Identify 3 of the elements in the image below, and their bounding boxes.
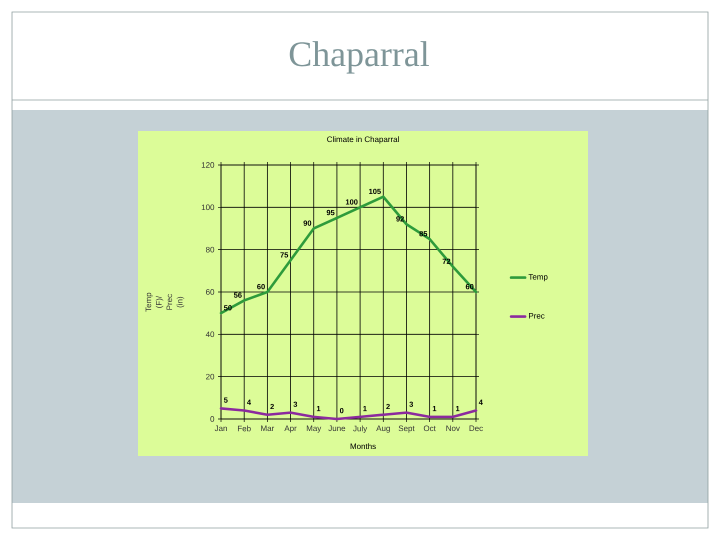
line-series xyxy=(220,195,478,314)
line-series xyxy=(220,407,478,420)
chart-title: Chaparral xyxy=(290,41,430,74)
